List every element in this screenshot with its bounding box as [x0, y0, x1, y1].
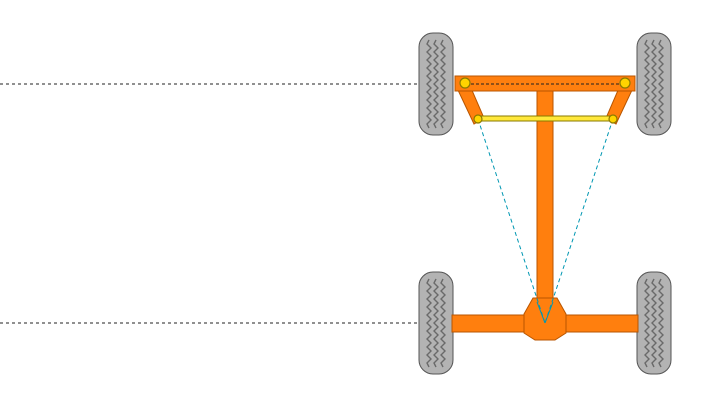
- right-tie-rod-joint: [608, 114, 618, 124]
- rear-left-wheel: [418, 271, 454, 375]
- ackermann-projection-lines: [477, 118, 614, 324]
- left-kingpin-pivot: [459, 77, 471, 89]
- rear-right-wheel: [636, 271, 672, 375]
- left-tie-rod-joint: [473, 114, 483, 124]
- front-axle-beam: [454, 75, 636, 92]
- tie-rod: [477, 115, 615, 122]
- front-right-wheel: [636, 32, 672, 136]
- right-kingpin-pivot: [619, 77, 631, 89]
- rear-differential: [523, 297, 567, 341]
- front-left-wheel: [418, 32, 454, 136]
